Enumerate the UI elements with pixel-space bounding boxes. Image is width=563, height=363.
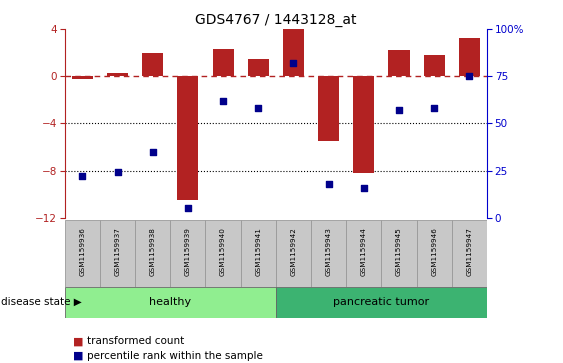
Bar <box>72 76 93 78</box>
Text: ■: ■ <box>73 336 84 346</box>
Text: GSM1159942: GSM1159942 <box>291 227 297 276</box>
Bar <box>452 220 487 287</box>
Bar <box>354 76 374 173</box>
Text: transformed count: transformed count <box>87 336 185 346</box>
Text: GSM1159946: GSM1159946 <box>431 227 437 276</box>
Text: healthy: healthy <box>149 297 191 307</box>
Point <box>113 170 122 175</box>
Bar <box>241 220 276 287</box>
Point <box>465 73 474 79</box>
Bar <box>423 55 445 76</box>
Bar <box>248 58 269 76</box>
Point <box>324 181 333 187</box>
Point <box>430 105 439 111</box>
Point <box>218 98 227 104</box>
Text: pancreatic tumor: pancreatic tumor <box>333 297 430 307</box>
Text: GSM1159947: GSM1159947 <box>466 227 472 276</box>
Point <box>395 107 404 113</box>
Point <box>148 149 157 155</box>
Text: GSM1159943: GSM1159943 <box>325 227 332 276</box>
Text: GSM1159939: GSM1159939 <box>185 227 191 276</box>
Bar <box>100 220 135 287</box>
Point <box>78 174 87 179</box>
Bar <box>318 76 339 141</box>
Bar <box>213 49 234 76</box>
Bar <box>311 220 346 287</box>
Text: GSM1159937: GSM1159937 <box>114 227 120 276</box>
Point <box>359 185 368 191</box>
Text: ■: ■ <box>73 351 84 361</box>
Text: GSM1159941: GSM1159941 <box>255 227 261 276</box>
Text: GSM1159940: GSM1159940 <box>220 227 226 276</box>
Text: GSM1159944: GSM1159944 <box>361 227 367 276</box>
Bar <box>346 220 382 287</box>
Bar <box>135 220 171 287</box>
Point <box>254 105 263 111</box>
Point <box>289 60 298 66</box>
Title: GDS4767 / 1443128_at: GDS4767 / 1443128_at <box>195 13 356 26</box>
Bar <box>382 220 417 287</box>
Bar <box>142 53 163 76</box>
Bar <box>177 76 199 200</box>
Text: GSM1159945: GSM1159945 <box>396 227 402 276</box>
Bar <box>65 220 100 287</box>
Point <box>184 205 193 211</box>
Bar <box>388 50 410 76</box>
Bar <box>417 220 452 287</box>
Text: disease state ▶: disease state ▶ <box>1 297 82 307</box>
Bar <box>205 220 241 287</box>
Bar <box>283 29 304 76</box>
Bar <box>65 287 276 318</box>
Bar <box>171 220 205 287</box>
Text: percentile rank within the sample: percentile rank within the sample <box>87 351 263 361</box>
Text: GSM1159938: GSM1159938 <box>150 227 156 276</box>
Bar <box>107 73 128 76</box>
Bar <box>459 38 480 76</box>
Text: GSM1159936: GSM1159936 <box>79 227 86 276</box>
Bar <box>276 287 487 318</box>
Bar <box>276 220 311 287</box>
